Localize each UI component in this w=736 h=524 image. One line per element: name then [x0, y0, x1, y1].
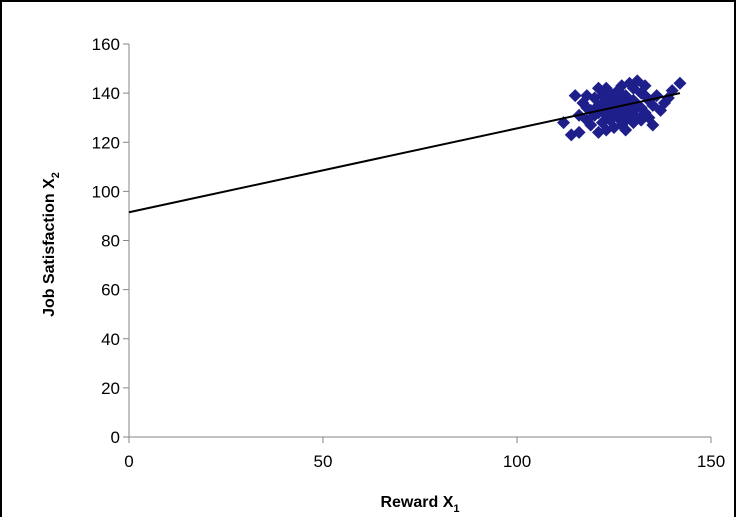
data-point [580, 101, 594, 115]
x-tick-label: 150 [697, 452, 725, 471]
x-axis: 0 50 100 150 [124, 436, 725, 471]
y-tick-label: 140 [92, 84, 120, 103]
y-axis-title-subscript: 2 [50, 172, 62, 178]
y-axis: 0 20 40 60 80 100 120 140 160 [92, 35, 130, 447]
x-tick-label: 50 [314, 452, 333, 471]
trendline [128, 92, 681, 214]
y-axis-title-text: Job Satisfaction X [41, 178, 58, 317]
y-axis-title: Job Satisfaction X2 [41, 172, 62, 317]
data-point [603, 108, 617, 122]
x-tick-label: 100 [503, 452, 531, 471]
data-point [619, 123, 633, 137]
y-tick-label: 40 [101, 330, 120, 349]
y-ticks: 0 20 40 60 80 100 120 140 160 [92, 35, 129, 447]
x-axis-title-subscript: 1 [453, 503, 459, 515]
y-tick-label: 160 [92, 35, 120, 54]
data-point [584, 118, 598, 132]
data-point [572, 125, 586, 139]
data-point [673, 76, 687, 90]
y-tick-label: 60 [101, 281, 120, 300]
y-tick-label: 20 [101, 379, 120, 398]
x-ticks: 0 50 100 150 [124, 437, 725, 471]
y-tick-label: 120 [92, 133, 120, 152]
y-tick-label: 100 [92, 182, 120, 201]
x-axis-title: Reward X1 [380, 494, 459, 515]
x-axis-title-text: Reward X [380, 494, 453, 511]
data-point [568, 89, 582, 103]
data-point [646, 118, 660, 132]
data-points [557, 74, 687, 142]
data-point [638, 89, 652, 103]
x-tick-label: 0 [124, 452, 133, 471]
y-tick-label: 80 [101, 232, 120, 251]
data-point [638, 79, 652, 93]
y-tick-label: 0 [111, 428, 120, 447]
